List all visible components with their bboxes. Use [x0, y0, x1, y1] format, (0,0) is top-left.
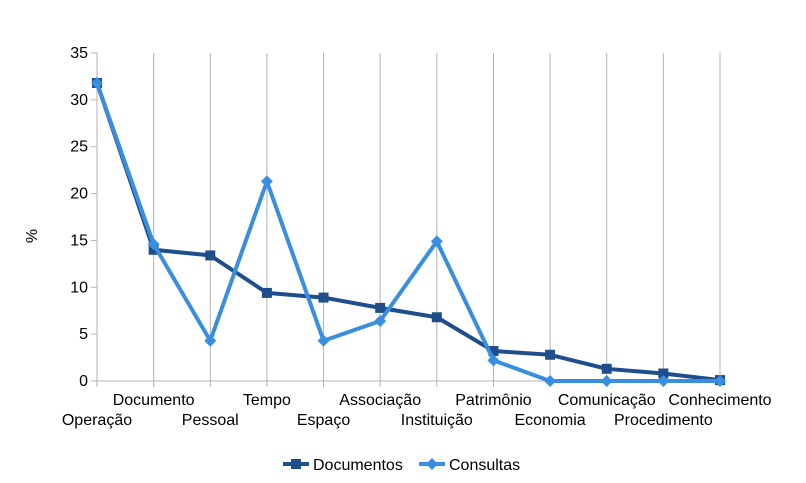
x-tick-label: Conhecimento: [668, 392, 771, 409]
series-line-documentos: [95, 82, 721, 383]
legend-marker-consultas: [426, 458, 438, 470]
y-tick-label: 35: [70, 45, 88, 62]
x-tick-label: Economia: [515, 412, 586, 429]
series-line-consultas: [95, 82, 720, 383]
y-axis-ticks: 0 5 10 15 20 25 30 35: [70, 45, 97, 390]
data-point-documentos: [318, 292, 329, 303]
data-point-documentos: [658, 368, 669, 379]
x-tick-label: Operação: [62, 412, 132, 429]
x-tick-label: Documento: [113, 392, 195, 409]
x-tick-label: Pessoal: [182, 412, 239, 429]
data-point-consultas: [430, 235, 443, 248]
y-tick-label: 5: [79, 326, 88, 343]
data-point-documentos: [431, 312, 442, 323]
data-point-consultas: [374, 315, 387, 328]
data-point-consultas: [91, 76, 103, 89]
data-point-consultas: [714, 375, 726, 387]
data-point-documentos: [545, 349, 556, 360]
series-group: [91, 76, 726, 387]
data-point-documentos: [488, 346, 499, 357]
data-point-documentos: [375, 302, 386, 313]
data-point-consultas: [260, 175, 273, 188]
legend: Documentos Consultas: [283, 457, 520, 474]
x-tick-label: Tempo: [243, 392, 291, 409]
data-point-consultas: [147, 238, 160, 251]
data-point-documentos: [601, 363, 612, 374]
axes: [96, 53, 720, 382]
y-tick-label: 20: [70, 186, 88, 203]
legend-label-documentos: Documentos: [313, 457, 403, 474]
x-tick-label: Procedimento: [614, 412, 713, 429]
x-tick-label: Espaço: [297, 412, 350, 429]
y-tick-label: 25: [70, 139, 88, 156]
y-tick-label: 10: [70, 279, 88, 296]
legend-marker-documentos: [291, 459, 301, 469]
data-point-consultas: [204, 334, 217, 347]
data-point-consultas: [600, 375, 613, 387]
x-tick-label: Associação: [339, 392, 421, 409]
x-tick-label: Comunicação: [558, 392, 656, 409]
data-point-consultas: [657, 375, 670, 387]
y-tick-label: 0: [79, 373, 88, 390]
legend-label-consultas: Consultas: [449, 457, 520, 474]
y-tick-label: 30: [70, 92, 88, 109]
data-point-consultas: [544, 375, 557, 387]
data-point-documentos: [261, 287, 272, 298]
data-point-consultas: [487, 354, 500, 367]
y-axis-label: %: [24, 229, 41, 243]
x-tick-label: Patrimônio: [455, 392, 532, 409]
data-point-documentos: [205, 250, 216, 261]
y-tick-label: 15: [70, 232, 88, 249]
grid-lines: [153, 53, 721, 381]
x-tick-label: Instituição: [401, 412, 473, 429]
data-point-consultas: [317, 334, 330, 347]
